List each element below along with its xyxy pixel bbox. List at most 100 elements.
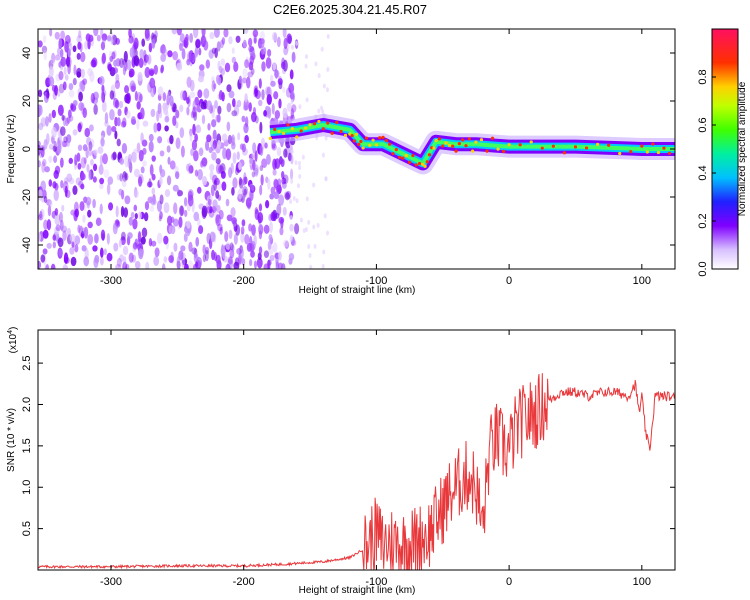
spectrogram-noise-speck (133, 189, 139, 199)
spectrogram-noise-speck (149, 77, 156, 89)
carrier-hot-spot (398, 155, 402, 159)
carrier-hot-spot (268, 136, 272, 140)
spectrogram-noise-speck (187, 162, 192, 175)
spectrogram-noise-speck (179, 33, 185, 43)
spectrogram-noise-speck (62, 264, 69, 269)
spectrogram-noise-speck (46, 219, 52, 231)
spectrogram-noise-speck (258, 246, 263, 254)
spectrogram-noise-speck (101, 84, 105, 93)
spectrogram-noise-speck (214, 47, 218, 59)
carrier-hot-spot (629, 150, 633, 154)
spectrogram-noise-speck (296, 183, 300, 189)
spectrogram-noise-speck (121, 143, 128, 154)
spectrogram-noise-speck (100, 256, 104, 266)
spectrogram-noise-speck (191, 247, 197, 255)
spectrogram-noise-speck (194, 169, 199, 177)
spectrogram-noise-speck (189, 79, 195, 92)
spectrogram-noise-speck (86, 163, 90, 173)
spectrogram-noise-speck (298, 173, 302, 179)
spectrogram-noise-speck (215, 114, 220, 123)
spectrogram-noise-speck (245, 56, 250, 65)
spectrogram-noise-speck (80, 156, 87, 169)
spectrogram-noise-speck (101, 91, 106, 103)
spectrogram-noise-speck (281, 170, 285, 180)
spectrogram-noise-speck (242, 68, 248, 78)
spectrogram-noise-speck (201, 205, 208, 218)
spectrogram-noise-speck (61, 225, 68, 233)
carrier-hot-spot (374, 143, 379, 147)
spectrogram-noise-speck (141, 38, 146, 47)
spectrogram-noise-speck (100, 93, 104, 102)
spectrogram-noise-speck (156, 232, 163, 245)
spectrogram-noise-speck (243, 188, 247, 198)
spectrogram-noise-speck (88, 124, 94, 132)
spectrogram-noise-speck (41, 45, 48, 54)
spectrogram-noise-speck (130, 116, 136, 125)
spectrogram-noise-speck (80, 173, 86, 181)
spectrogram-noise-speck (249, 259, 253, 267)
carrier-hot-spot (461, 138, 465, 142)
spectrogram-noise-speck (178, 216, 183, 228)
spectrogram-noise-speck (224, 231, 229, 243)
spectrogram-noise-speck (248, 37, 253, 47)
spectrogram-noise-speck (181, 48, 186, 60)
spectrogram-noise-speck (78, 30, 82, 39)
carrier-hot-spot (441, 144, 445, 148)
spectrogram-noise-speck (160, 66, 164, 74)
spectrogram-noise-speck (206, 206, 211, 214)
spectrogram-noise-speck (312, 182, 316, 188)
snr-x-tick-label: -200 (233, 576, 255, 588)
spectrogram-noise-speck (81, 227, 86, 235)
spectrogram-noise-speck (121, 177, 127, 188)
spectrogram-noise-speck (42, 248, 48, 255)
spectrogram-noise-speck (52, 181, 57, 189)
spectrogram-noise-speck (64, 185, 68, 198)
spectrogram-noise-speck (52, 241, 57, 249)
spectrogram-noise-speck (230, 136, 235, 144)
spectrogram-noise-speck (106, 252, 113, 262)
spectrogram-noise-speck (252, 142, 257, 154)
spectrogram-noise-speck (289, 168, 294, 181)
carrier-hot-spot (425, 160, 429, 164)
spectrogram-noise-speck (241, 77, 247, 84)
spectrogram-noise-speck (192, 106, 197, 118)
spectrogram-noise-speck (312, 224, 316, 230)
spectrogram-noise-speck (68, 89, 75, 98)
spectrogram-noise-speck (99, 75, 105, 86)
spectrogram-noise-speck (248, 223, 253, 232)
spectrogram-noise-speck (83, 157, 87, 165)
spectrogram-noise-speck (119, 254, 124, 262)
carrier-hot-spot (404, 154, 408, 158)
spectrogram-noise-speck (240, 231, 245, 243)
spectrogram-noise-speck (276, 146, 282, 157)
spectrogram-noise-speck (180, 245, 186, 252)
spectrogram-noise-speck (178, 250, 184, 261)
spectrogram-noise-speck (43, 49, 48, 61)
spectrogram-noise-speck (212, 199, 218, 209)
spectrogram-noise-speck (48, 76, 55, 87)
spectrogram-noise-speck (219, 227, 223, 235)
spectrogram-noise-speck (162, 47, 168, 57)
spectrogram-noise-speck (209, 163, 215, 172)
spectrogram-noise-speck (70, 102, 74, 111)
spectrogram-noise-speck (148, 178, 152, 188)
spectrogram-noise-speck (137, 174, 144, 185)
spectrogram-noise-speck (273, 69, 280, 78)
spectrogram-noise-speck (112, 67, 119, 74)
snr-exponent: (x104) (7, 327, 19, 354)
spectrogram-noise-speck (150, 108, 156, 118)
spectrogram-noise-speck (217, 76, 222, 86)
spectrogram-noise-speck (177, 188, 181, 197)
spectrogram-noise-speck (46, 91, 50, 99)
spectrogram-noise-speck (218, 209, 224, 220)
spectrogram-x-label: Height of straight line (km) (299, 285, 416, 296)
spectrogram-noise-speck (45, 77, 50, 85)
spectrogram-noise-speck (186, 226, 191, 237)
carrier-hot-spot (496, 147, 500, 151)
carrier-hot-spot (656, 150, 661, 155)
spectrogram-noise-speck (257, 252, 262, 260)
spectrogram-noise-speck (284, 192, 291, 201)
spectrogram-noise-speck (59, 157, 64, 168)
spectrogram-noise-speck (140, 236, 146, 245)
spectrogram-noise-speck (279, 158, 285, 165)
